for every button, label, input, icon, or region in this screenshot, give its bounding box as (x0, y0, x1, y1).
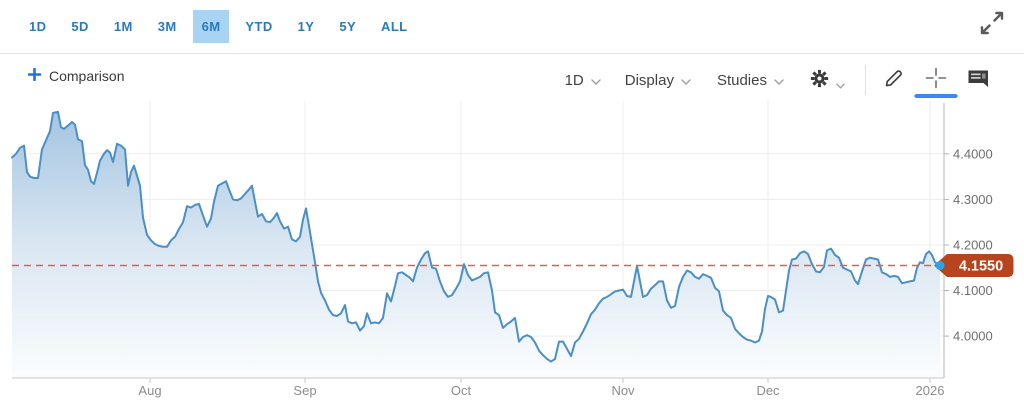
expand-chart-button[interactable] (976, 9, 1008, 41)
speech-bubble-icon (967, 68, 990, 93)
interval-value: 1D (564, 71, 584, 89)
x-tick-label: Oct (451, 383, 472, 398)
range-button-1y[interactable]: 1Y (289, 10, 324, 43)
add-comparison-button[interactable]: Comparison (27, 67, 125, 84)
range-button-5d[interactable]: 5D (62, 10, 97, 43)
x-tick-label: Nov (611, 383, 635, 398)
draw-tool-button[interactable] (884, 67, 905, 93)
chevron-down-icon (681, 78, 691, 85)
x-tick-label: Dec (756, 383, 780, 398)
y-tick-label: 4.1000 (953, 283, 993, 298)
studies-label: Studies (716, 71, 767, 89)
plus-icon (27, 67, 42, 84)
display-label: Display (624, 71, 674, 89)
range-button-1d[interactable]: 1D (20, 10, 55, 43)
crosshair-active-indicator (914, 93, 958, 98)
chevron-down-icon (836, 83, 845, 89)
pencil-icon (884, 67, 905, 93)
y-tick-label: 4.0000 (953, 329, 993, 344)
range-button-6m[interactable]: 6M (192, 10, 230, 43)
x-tick-label: 2026 (916, 383, 945, 398)
last-price-label: 4.1550 (959, 259, 1003, 275)
header-separator (0, 53, 1024, 54)
toolbar-divider (865, 65, 866, 95)
y-tick-label: 4.3000 (953, 192, 993, 207)
chevron-down-icon (591, 78, 601, 85)
display-dropdown[interactable]: Display (625, 72, 691, 89)
chart-toolbar: Comparison 1D Display Studies (0, 60, 1024, 100)
last-price-dot (935, 261, 945, 270)
range-button-1m[interactable]: 1M (105, 10, 142, 43)
crosshair-icon (925, 67, 947, 94)
y-tick-label: 4.4000 (953, 146, 993, 161)
x-tick-label: Aug (138, 383, 161, 398)
last-price-badge (934, 253, 1014, 277)
expand-arrows-icon (977, 8, 1007, 43)
settings-dropdown[interactable] (810, 69, 845, 92)
time-range-bar: 1D 5D 1M 3M 6M YTD 1Y 5Y ALL (20, 10, 417, 43)
y-tick-label: 4.2000 (953, 238, 993, 253)
price-line (11, 110, 941, 363)
area-fill (12, 111, 940, 379)
studies-dropdown[interactable]: Studies (717, 72, 784, 89)
range-button-ytd[interactable]: YTD (236, 10, 281, 43)
range-button-3m[interactable]: 3M (149, 10, 186, 43)
comparison-label: Comparison (49, 68, 125, 84)
interval-dropdown[interactable]: 1D (565, 72, 601, 89)
comments-button[interactable] (967, 68, 990, 93)
gear-icon (810, 69, 829, 92)
range-button-5y[interactable]: 5Y (330, 10, 365, 43)
crosshair-tool-button[interactable] (914, 67, 958, 98)
range-button-all[interactable]: ALL (372, 10, 416, 43)
chevron-down-icon (774, 78, 784, 85)
x-tick-label: Sep (293, 383, 316, 398)
